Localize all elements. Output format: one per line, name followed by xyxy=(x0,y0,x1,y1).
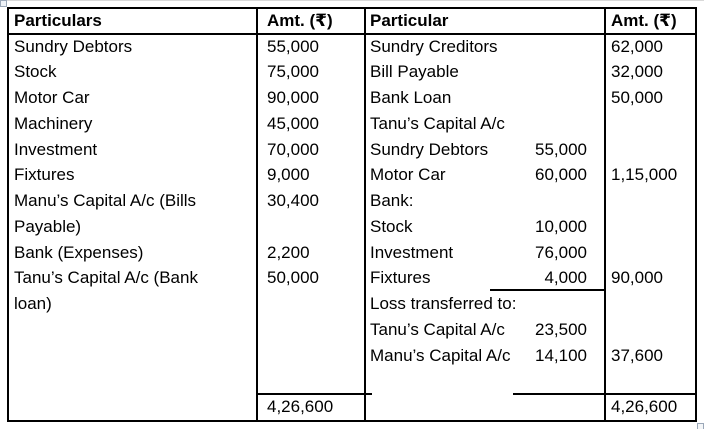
right-amount-value: 1,15,000 xyxy=(611,165,678,184)
header-particulars-right: Particular xyxy=(370,11,449,30)
right-inner-amount: 23,500 xyxy=(535,320,587,339)
left-particulars-text: Bank (Expenses) xyxy=(14,243,144,262)
bank-subtotal-rule xyxy=(490,289,604,291)
left-particulars-text: Motor Car xyxy=(14,88,90,107)
right-particulars-text: Loss transferred to: xyxy=(370,294,517,313)
left-amount-value: 30,400 xyxy=(267,191,319,210)
left-amount-value: 2,200 xyxy=(267,243,310,262)
left-particulars-text: Investment xyxy=(14,140,98,159)
left-particulars-text: Stock xyxy=(14,62,57,81)
right-particulars-text: Bank Loan xyxy=(370,88,452,107)
right-particulars-text: Motor Car xyxy=(370,165,446,184)
right-particulars-text: Sundry Debtors xyxy=(370,140,489,159)
header-particulars-left: Particulars xyxy=(14,11,102,30)
left-amount-value: 9,000 xyxy=(267,165,310,184)
right-inner-amount: 10,000 xyxy=(535,217,587,236)
left-particulars-text: Sundry Debtors xyxy=(14,37,133,56)
left-particulars-text: Machinery xyxy=(14,114,93,133)
left-amount-value: 45,000 xyxy=(267,114,319,133)
right-amount-value: 50,000 xyxy=(611,88,663,107)
right-particulars-text: Tanu’s Capital A/c xyxy=(370,114,505,133)
header-amount-left: Amt. (₹) xyxy=(267,11,333,30)
realisation-account-table: Particulars Amt. (₹) Particular Amt. (₹)… xyxy=(7,7,697,422)
column-divider-1 xyxy=(256,9,258,420)
page-edge-line xyxy=(0,0,704,1)
left-particulars-text: Manu’s Capital A/c (Bills xyxy=(14,191,197,210)
right-particulars-text: Tanu’s Capital A/c xyxy=(370,320,505,339)
right-inner-amount: 76,000 xyxy=(535,243,587,262)
right-inner-amount: 14,100 xyxy=(535,346,587,365)
left-amount-value: 90,000 xyxy=(267,88,319,107)
header-amount-right: Amt. (₹) xyxy=(611,11,677,30)
column-divider-3 xyxy=(604,9,606,420)
left-amount-value: 55,000 xyxy=(267,37,319,56)
right-particulars-text: Sundry Creditors xyxy=(370,37,498,56)
right-total-rule xyxy=(513,393,695,395)
column-divider-2 xyxy=(364,9,366,420)
right-particulars-text: Manu’s Capital A/c xyxy=(370,346,511,365)
right-particulars-text: Bill Payable xyxy=(370,62,459,81)
left-total-value: 4,26,600 xyxy=(267,397,334,416)
right-total-value: 4,26,600 xyxy=(611,397,678,416)
left-total-rule xyxy=(256,393,372,395)
header-divider xyxy=(9,33,695,35)
right-inner-amount: 60,000 xyxy=(535,165,587,184)
right-particulars-text: Bank: xyxy=(370,191,414,210)
right-particulars-text: Investment xyxy=(370,243,454,262)
right-particulars-text: Fixtures xyxy=(370,268,431,287)
right-inner-amount: 55,000 xyxy=(535,140,587,159)
table-resize-handle[interactable] xyxy=(697,423,704,429)
right-amount-value: 62,000 xyxy=(611,37,663,56)
left-amount-value: 75,000 xyxy=(267,62,319,81)
left-amount-value: 70,000 xyxy=(267,140,319,159)
left-particulars-text: Fixtures xyxy=(14,165,75,184)
left-amount-value: 50,000 xyxy=(267,268,319,287)
right-amount-value: 37,600 xyxy=(611,346,663,365)
right-inner-amount: 4,000 xyxy=(544,268,587,287)
table-move-handle[interactable] xyxy=(0,0,7,7)
right-particulars-text: Stock xyxy=(370,217,413,236)
left-particulars-text: Payable) xyxy=(14,217,82,236)
right-amount-value: 90,000 xyxy=(611,268,663,287)
left-particulars-text: Tanu’s Capital A/c (Bank xyxy=(14,268,198,287)
right-amount-value: 32,000 xyxy=(611,62,663,81)
left-particulars-text: loan) xyxy=(14,294,52,313)
